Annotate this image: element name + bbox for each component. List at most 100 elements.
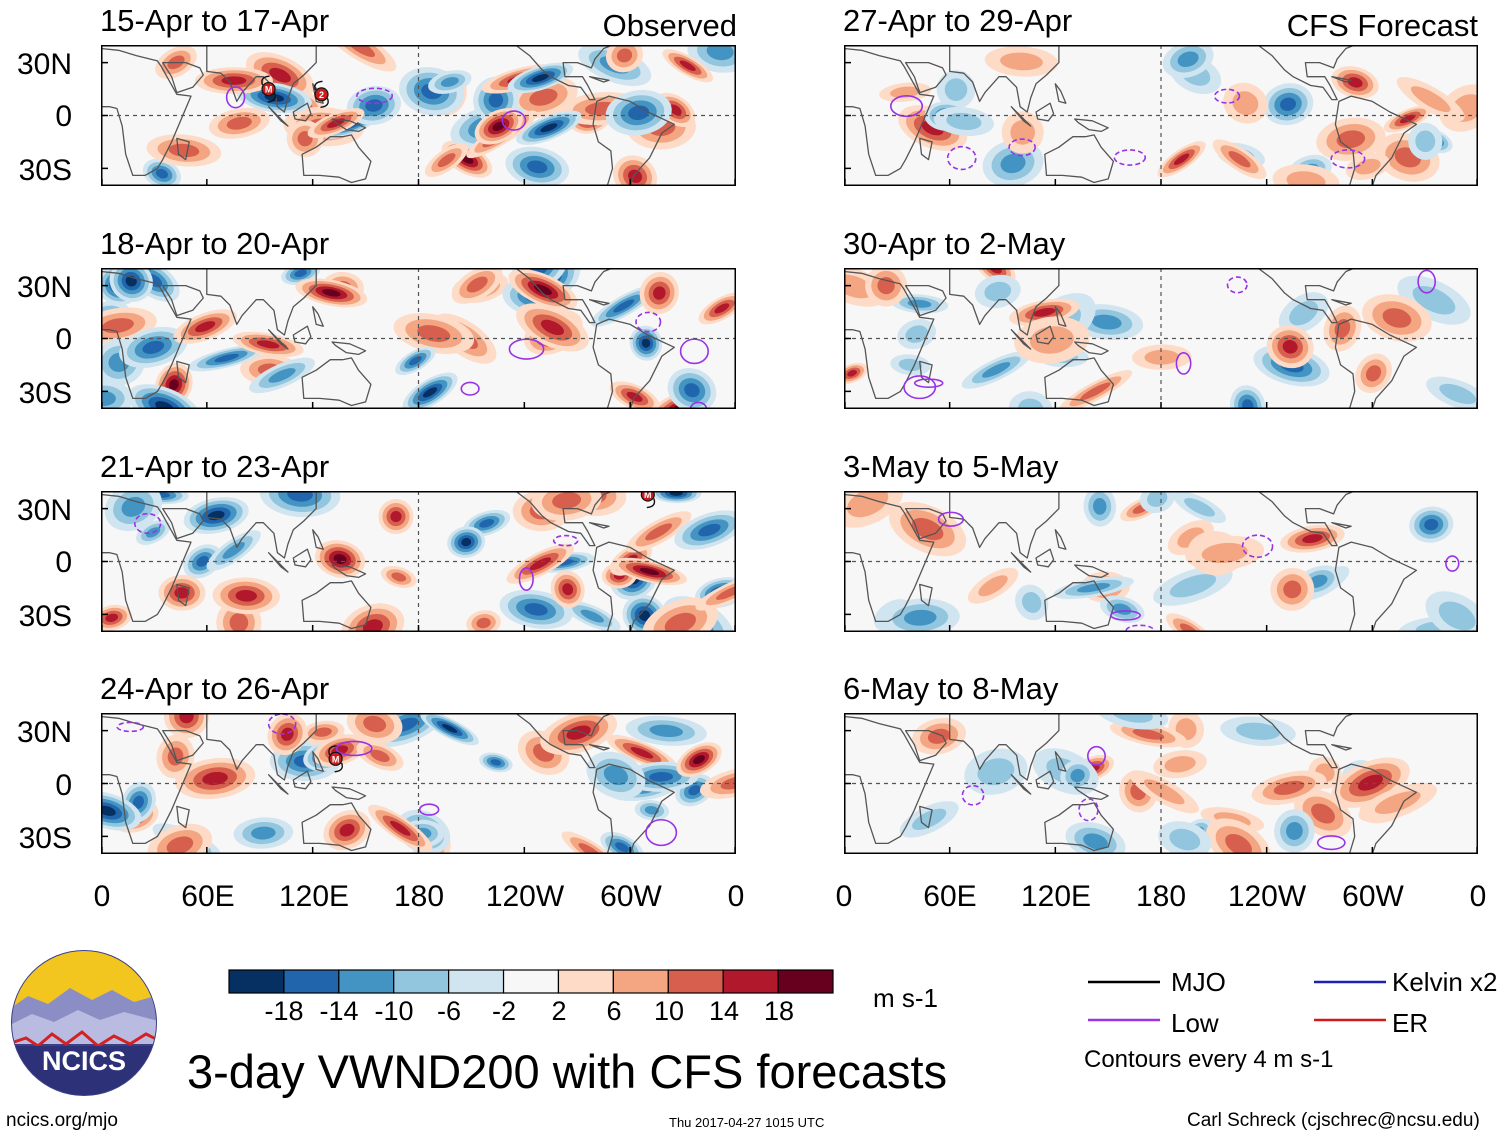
wind-anomaly-field [101, 268, 736, 409]
southerly-anomaly [1357, 774, 1383, 791]
low-contour [267, 713, 297, 735]
southerly-anomaly [639, 567, 660, 575]
coastlines [101, 45, 675, 186]
southerly-anomaly [269, 67, 291, 83]
wind-anomaly-field [899, 713, 1437, 854]
vwnd-map-observed-3: M [101, 491, 736, 632]
low-contour [1175, 352, 1192, 375]
low-contour [1417, 269, 1437, 294]
coastlines [101, 713, 675, 854]
southerly-anomaly [390, 510, 402, 523]
continent-outline [844, 715, 935, 845]
northerly-anomaly [1286, 822, 1303, 840]
legend-label-er: ER [1392, 1008, 1429, 1038]
northerly-anomaly [132, 795, 144, 809]
northerly-anomaly [1022, 592, 1042, 613]
northerly-anomaly [442, 724, 458, 733]
footer-url[interactable]: ncics.org/mjo [6, 1110, 118, 1131]
southerly-anomaly [844, 274, 874, 299]
northerly-anomaly [1236, 722, 1281, 740]
wind-anomaly-field [844, 268, 1478, 409]
continent-outline [588, 744, 610, 751]
vwnd-map-observed-4: M [101, 713, 736, 854]
logo-hills [12, 1010, 156, 1044]
southerly-anomaly [668, 104, 682, 116]
southerly-anomaly [1334, 319, 1351, 338]
continent-outline [592, 95, 675, 186]
continent-outline [919, 805, 933, 829]
southerly-anomaly [202, 771, 228, 786]
northerly-anomaly [982, 362, 1011, 378]
panel-period-label: 27-Apr to 29-Apr [843, 3, 1073, 38]
continent-outline [1035, 770, 1055, 790]
logo-red-line [12, 1030, 156, 1048]
southerly-anomaly [1132, 728, 1165, 740]
lon-label: 0 [727, 880, 745, 913]
southerly-anomaly [1302, 534, 1323, 544]
southerly-anomaly [529, 557, 552, 571]
lon-label: 60E [181, 880, 235, 913]
coastlines [844, 45, 1418, 186]
axis-ticks [844, 507, 1478, 632]
northerly-anomaly [524, 603, 548, 616]
northerly-anomaly [287, 491, 313, 502]
continent-outline [1074, 564, 1109, 579]
continent-outline [919, 583, 933, 607]
ncics-logo: NCICS [11, 950, 157, 1096]
continent-outline [292, 548, 312, 568]
continent-outline [904, 507, 947, 540]
continent-outline [1044, 134, 1115, 184]
northerly-anomaly [1439, 383, 1477, 405]
continent-outline [919, 137, 933, 161]
panel-period-label: 18-Apr to 20-Apr [100, 226, 330, 261]
continent-outline [1257, 45, 1356, 101]
colorbar-tick-label: -14 [319, 996, 359, 1026]
northerly-anomaly [912, 808, 947, 830]
vwnd-map-forecast-2 [844, 268, 1478, 409]
coastlines [844, 491, 1418, 632]
lon-label: 60W [600, 880, 662, 913]
southerly-anomaly [1033, 308, 1056, 317]
northerly-anomaly [222, 542, 245, 559]
southerly-anomaly [1354, 158, 1381, 175]
continent-outline [267, 774, 289, 795]
northerly-anomaly [461, 538, 472, 547]
northerly-anomaly [1242, 399, 1254, 409]
colorbar-tick-label: -10 [374, 996, 414, 1026]
continent-outline [206, 268, 317, 336]
continent-outline [312, 306, 324, 327]
northerly-anomaly [698, 523, 721, 537]
continent-outline [588, 299, 610, 306]
southerly-anomaly [168, 143, 200, 158]
panel-period-label: 6-May to 8-May [843, 671, 1059, 706]
continent-outline [162, 507, 204, 540]
wind-anomaly-field [101, 491, 736, 632]
northerly-anomaly [1070, 768, 1085, 783]
lat-label-equator: 0 [55, 323, 72, 356]
continent-outline [514, 713, 614, 769]
lon-label: 60W [1342, 880, 1404, 913]
southerly-anomaly [1000, 52, 1043, 71]
continent-outline [1010, 329, 1032, 350]
continent-outline [331, 786, 367, 801]
continent-outline [1010, 552, 1032, 573]
low-contour [961, 784, 985, 806]
low-contour [518, 567, 534, 591]
northerly-anomaly [688, 785, 701, 796]
logo-text: NCICS [42, 1046, 126, 1076]
continent-outline [1257, 713, 1356, 769]
continent-outline [844, 270, 935, 400]
continent-outline [1334, 318, 1418, 409]
northerly-anomaly [641, 338, 651, 348]
continent-outline [514, 268, 614, 324]
continent-outline [1334, 95, 1418, 186]
continent-outline [176, 360, 190, 384]
continent-outline [206, 45, 317, 113]
southerly-anomaly [1225, 833, 1252, 854]
southerly-anomaly [616, 48, 633, 63]
lon-label: 120W [485, 880, 565, 913]
continent-outline [1010, 774, 1032, 795]
southerly-anomaly [339, 823, 355, 837]
southerly-anomaly [890, 86, 921, 98]
southerly-anomaly [226, 116, 252, 130]
